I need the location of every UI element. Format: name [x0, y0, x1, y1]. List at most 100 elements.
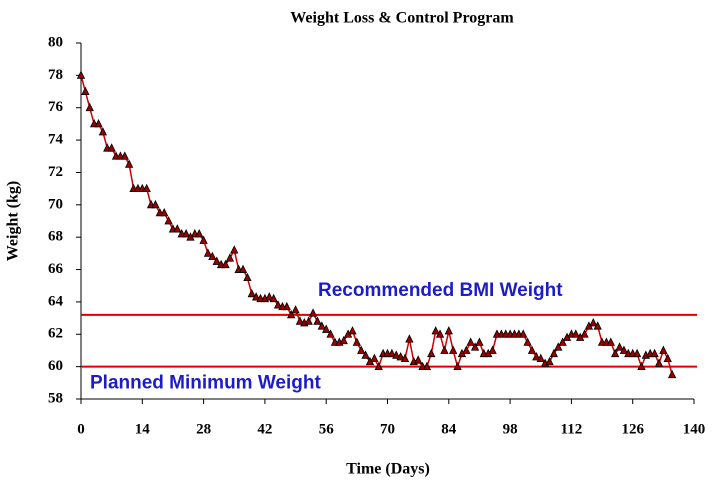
- data-point: [400, 353, 410, 362]
- x-tick-label: 0: [77, 421, 85, 437]
- data-point: [589, 318, 598, 327]
- data-point: [181, 229, 191, 238]
- data-point: [667, 369, 677, 379]
- data-point: [151, 199, 160, 209]
- data-point: [208, 251, 217, 261]
- data-point: [374, 361, 383, 371]
- data-point: [98, 127, 108, 136]
- data-point: [663, 353, 672, 362]
- data-point: [519, 329, 528, 338]
- y-tick-label: 78: [48, 67, 63, 83]
- x-tick-label: 28: [196, 421, 211, 437]
- data-point: [619, 345, 629, 354]
- y-tick-label: 80: [48, 34, 63, 50]
- data-point: [545, 356, 554, 366]
- data-point: [94, 119, 103, 128]
- x-tick-label: 84: [441, 421, 457, 437]
- y-tick-label: 64: [48, 293, 64, 309]
- x-axis-label: Time (Days): [346, 461, 430, 478]
- data-point: [527, 345, 537, 354]
- data-point: [203, 248, 213, 257]
- data-point: [632, 348, 642, 358]
- y-tick-label: 70: [48, 196, 63, 212]
- data-point: [357, 345, 366, 354]
- data-point: [462, 345, 471, 354]
- y-axis-label: Weight (kg): [5, 181, 22, 261]
- data-point: [440, 345, 449, 354]
- data-point: [199, 235, 208, 244]
- data-point: [160, 208, 169, 217]
- data-point: [225, 253, 235, 262]
- data-point: [396, 352, 405, 361]
- data-point: [269, 293, 278, 303]
- data-point: [173, 224, 182, 233]
- y-tick-label: 76: [48, 99, 64, 115]
- data-point: [308, 308, 318, 317]
- data-point: [339, 335, 348, 345]
- data-point: [221, 259, 230, 269]
- data-point: [348, 326, 357, 335]
- data-point: [392, 350, 401, 359]
- data-point: [453, 361, 462, 371]
- data-point: [313, 316, 322, 325]
- data-point: [265, 292, 274, 301]
- y-tick-label: 66: [48, 261, 64, 277]
- data-point: [387, 348, 397, 358]
- data-point: [637, 361, 646, 371]
- data-point: [580, 329, 589, 338]
- data-point: [243, 272, 252, 282]
- data-point: [422, 361, 432, 371]
- data-point: [650, 348, 659, 358]
- data-point: [414, 355, 423, 364]
- y-tick-label: 58: [48, 390, 63, 406]
- data-point: [523, 337, 532, 346]
- x-tick-label: 112: [561, 421, 583, 437]
- data-point: [251, 292, 261, 301]
- reference-label: Recommended BMI Weight: [318, 280, 563, 301]
- data-point: [427, 348, 436, 358]
- reference-label: Planned Minimum Weight: [90, 373, 321, 394]
- data-point: [317, 321, 326, 330]
- data-point: [611, 348, 620, 358]
- data-line: [80, 75, 673, 375]
- x-tick-label: 70: [380, 421, 395, 437]
- data-point: [554, 342, 563, 351]
- data-point: [431, 326, 440, 335]
- data-point: [370, 353, 379, 362]
- data-point: [142, 183, 151, 193]
- y-tick-label: 68: [48, 229, 63, 245]
- data-point: [291, 305, 300, 314]
- data-point: [273, 300, 283, 309]
- data-point: [659, 345, 668, 354]
- x-tick-label: 140: [683, 421, 706, 437]
- chart-title: Weight Loss & Control Program: [290, 10, 514, 27]
- data-point: [230, 245, 239, 254]
- x-tick-label: 42: [257, 421, 272, 437]
- data-point: [164, 216, 173, 225]
- data-point: [449, 345, 458, 354]
- data-point: [361, 350, 370, 359]
- data-point: [549, 348, 559, 358]
- data-point: [76, 70, 86, 79]
- data-point: [532, 352, 541, 361]
- data-point: [107, 143, 116, 152]
- data-point: [470, 342, 480, 351]
- data-point: [326, 329, 335, 338]
- data-point: [558, 337, 567, 346]
- data-point: [352, 337, 361, 346]
- data-point: [488, 345, 497, 354]
- data-point: [304, 316, 313, 325]
- data-point: [475, 337, 484, 346]
- y-tick-label: 72: [48, 164, 63, 180]
- y-tick-label: 62: [48, 326, 63, 342]
- data-point: [435, 329, 445, 338]
- data-point: [247, 288, 256, 298]
- data-point: [238, 264, 248, 273]
- data-point: [615, 342, 624, 351]
- data-point: [444, 326, 453, 335]
- x-tick-label: 56: [319, 421, 335, 437]
- data-point: [322, 324, 331, 333]
- data-point: [536, 353, 545, 362]
- x-tick-label: 14: [135, 421, 151, 437]
